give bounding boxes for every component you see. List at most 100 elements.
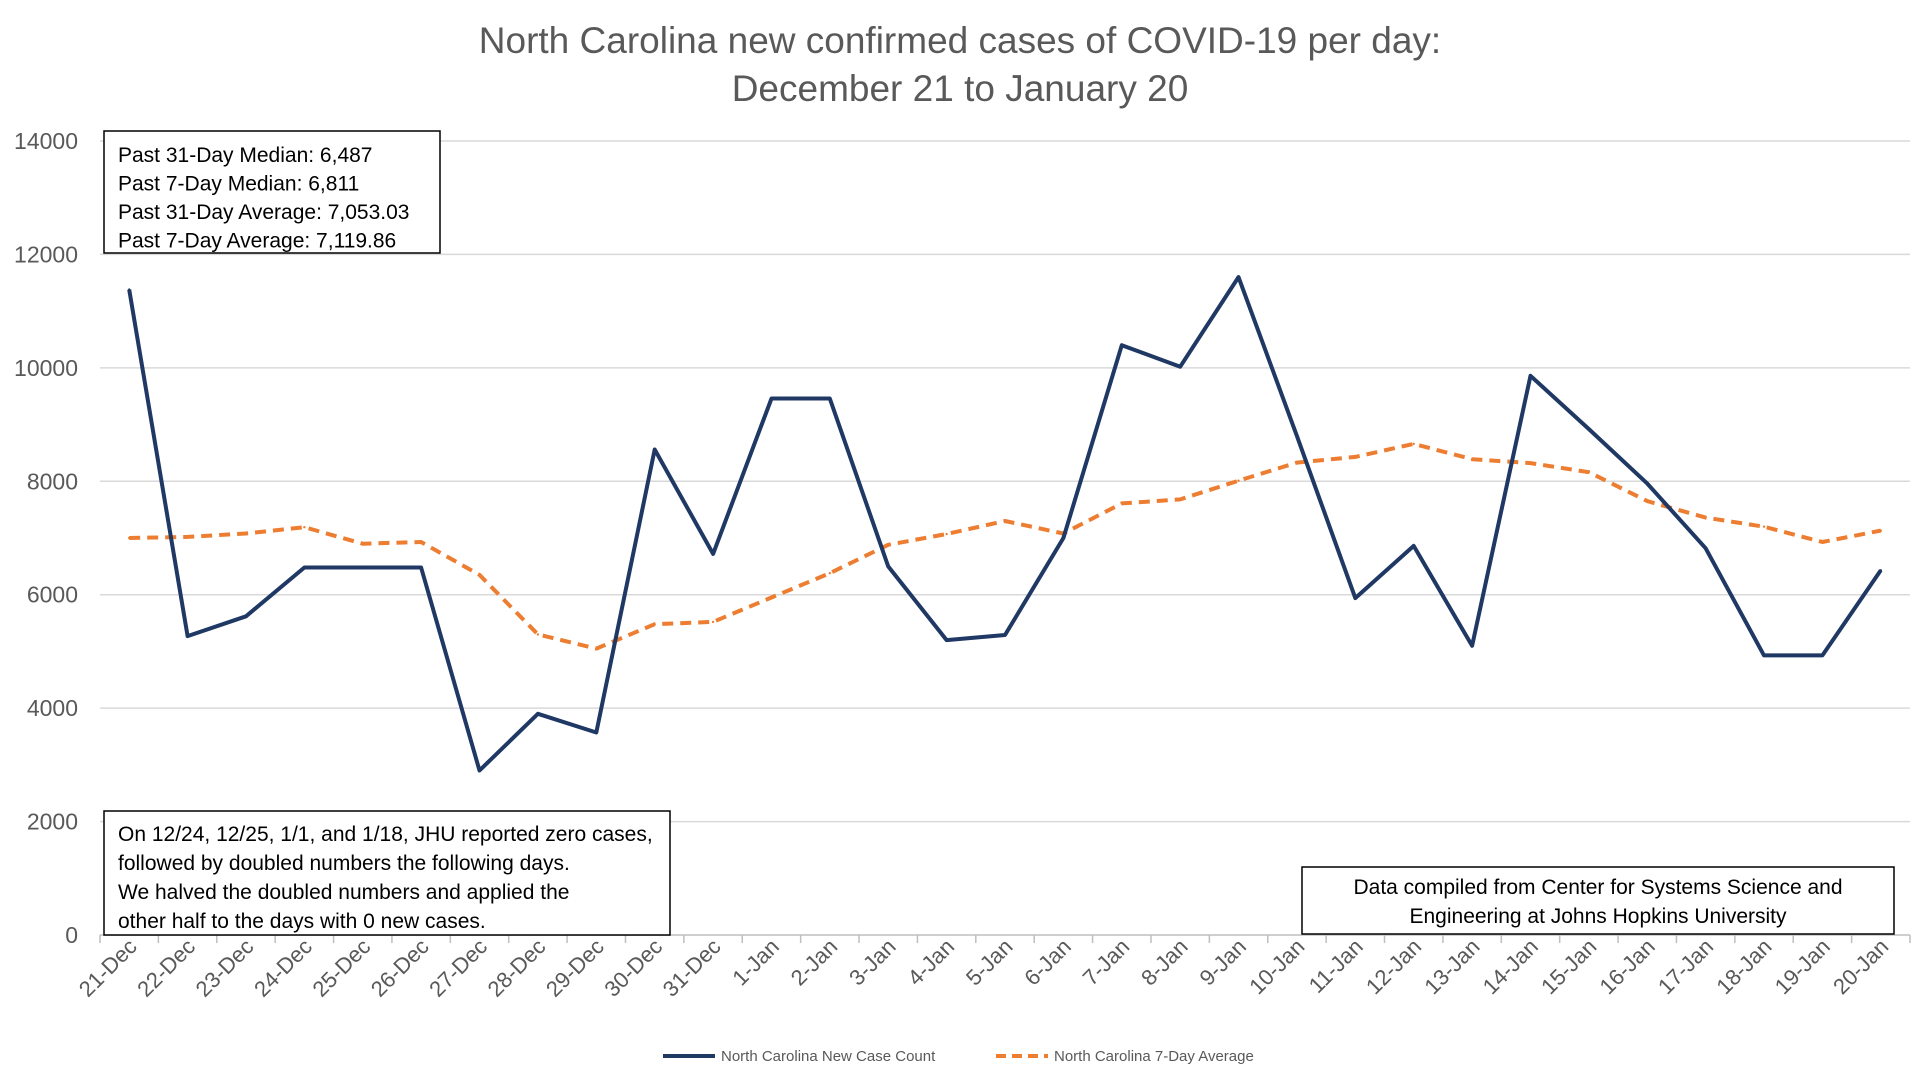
data-point [1003, 633, 1007, 637]
annotation-text: We halved the doubled numbers and applie… [118, 881, 569, 904]
x-tick-label: 19-Jan [1770, 934, 1835, 999]
x-tick-label: 28-Dec [483, 934, 551, 1002]
data-point [1821, 540, 1824, 544]
data-point [536, 633, 540, 636]
annotation-text: followed by doubled numbers the followin… [118, 852, 570, 875]
source-box-border [1301, 866, 1895, 935]
data-point [1178, 498, 1182, 501]
x-tick-label: 20-Jan [1828, 934, 1893, 999]
data-point [1587, 471, 1591, 474]
x-tick-label: 23-Dec [191, 934, 259, 1002]
chart-title: North Carolina new confirmed cases of CO… [479, 20, 1441, 61]
annotation-text: Data compiled from Center for Systems Sc… [1353, 876, 1842, 899]
data-point [361, 542, 364, 545]
x-tick-label: 13-Jan [1419, 934, 1484, 999]
legend: North Carolina New Case Count North Carol… [663, 1048, 1254, 1065]
data-point [653, 623, 656, 626]
data-point [1003, 519, 1007, 523]
x-tick-label: 26-Dec [366, 934, 434, 1002]
legend-item-new-case-count: North Carolina New Case Count [663, 1048, 936, 1065]
data-point [1120, 502, 1123, 505]
data-point [1412, 442, 1415, 446]
data-point [244, 615, 248, 618]
x-tick-label: 30-Dec [599, 934, 667, 1002]
data-point [1237, 275, 1240, 279]
data-point [1879, 529, 1883, 532]
x-tick-label: 24-Dec [249, 934, 317, 1002]
data-point [711, 620, 715, 624]
data-point [1062, 536, 1065, 540]
series-lines [127, 275, 1883, 773]
x-tick-label: 8-Jan [1136, 934, 1193, 991]
data-point [419, 540, 423, 544]
data-point [1646, 482, 1649, 485]
x-tick-label: 3-Jan [844, 934, 901, 991]
data-point [127, 536, 131, 540]
annotation-text: Past 31-Day Average: 7,053.03 [118, 201, 409, 224]
series-line-7-day-average [129, 441, 1882, 651]
x-tick-label: 12-Jan [1361, 934, 1426, 999]
legend-item-7-day-average: North Carolina 7-Day Average [996, 1048, 1254, 1065]
data-point [1821, 654, 1824, 657]
legend-label: North Carolina New Case Count [721, 1048, 936, 1065]
data-point [595, 731, 598, 734]
y-tick-label: 2000 [27, 809, 78, 835]
data-point [887, 543, 890, 547]
data-point [1704, 516, 1707, 519]
data-point [419, 566, 423, 569]
stats-box: Past 31-Day Median: 6,487 Past 7-Day Medi… [103, 130, 441, 254]
data-point [1587, 427, 1591, 431]
data-point [244, 532, 248, 535]
annotation-text: Past 7-Day Median: 6,811 [118, 173, 359, 196]
annotation-text: Past 31-Day Median: 6,487 [118, 144, 372, 167]
data-point [1295, 461, 1299, 464]
x-tick-label: 27-Dec [424, 934, 492, 1002]
annotations: Past 31-Day Median: 6,487 Past 7-Day Medi… [103, 130, 1895, 936]
x-tick-label: 21-Dec [74, 934, 142, 1002]
data-point [1354, 455, 1357, 459]
data-point [711, 552, 715, 556]
x-tick-label: 25-Dec [307, 934, 375, 1002]
x-tick-label: 5-Jan [961, 934, 1018, 991]
y-tick-label: 0 [65, 922, 78, 948]
data-point [1529, 461, 1532, 465]
data-point [361, 566, 364, 569]
x-tick-label: 6-Jan [1019, 934, 1076, 991]
x-tick-label: 9-Jan [1194, 934, 1251, 991]
y-tick-label: 6000 [27, 582, 78, 608]
stats-box-border [103, 130, 441, 254]
x-axis-ticks: 21-Dec22-Dec23-Dec24-Dec25-Dec26-Dec27-D… [74, 934, 1911, 1002]
y-tick-label: 12000 [14, 241, 78, 267]
data-point [1412, 544, 1415, 548]
data-point [1762, 654, 1766, 657]
data-point [770, 596, 773, 599]
x-tick-label: 1-Jan [727, 934, 784, 991]
data-point [1529, 374, 1532, 377]
y-tick-label: 10000 [14, 355, 78, 381]
source-box: Data compiled from Center for Systems Sc… [1301, 866, 1895, 935]
data-point [945, 638, 948, 642]
annotation-text: Past 7-Day Average: 7,119.86 [118, 230, 396, 253]
data-point [478, 769, 481, 772]
data-point [1646, 499, 1649, 503]
data-point [770, 397, 773, 400]
x-tick-label: 14-Jan [1478, 934, 1543, 999]
x-tick-label: 31-Dec [658, 934, 726, 1002]
y-tick-label: 14000 [14, 128, 78, 154]
annotation-text: Engineering at Johns Hopkins University [1409, 905, 1787, 928]
data-point [828, 571, 832, 575]
data-point [536, 712, 540, 716]
y-tick-label: 8000 [27, 468, 78, 494]
x-tick-label: 10-Jan [1244, 934, 1309, 999]
series-line-new-case-count [127, 275, 1883, 773]
chart-subtitle: December 21 to January 20 [732, 68, 1189, 109]
data-point [303, 566, 306, 569]
data-point [1295, 434, 1299, 438]
data-point [1470, 457, 1474, 461]
y-axis-ticks: 0 2000 4000 6000 8000 10000 12000 14000 [14, 128, 78, 948]
x-tick-label: 17-Jan [1653, 934, 1718, 999]
data-point [186, 535, 189, 539]
data-point [1704, 547, 1707, 550]
